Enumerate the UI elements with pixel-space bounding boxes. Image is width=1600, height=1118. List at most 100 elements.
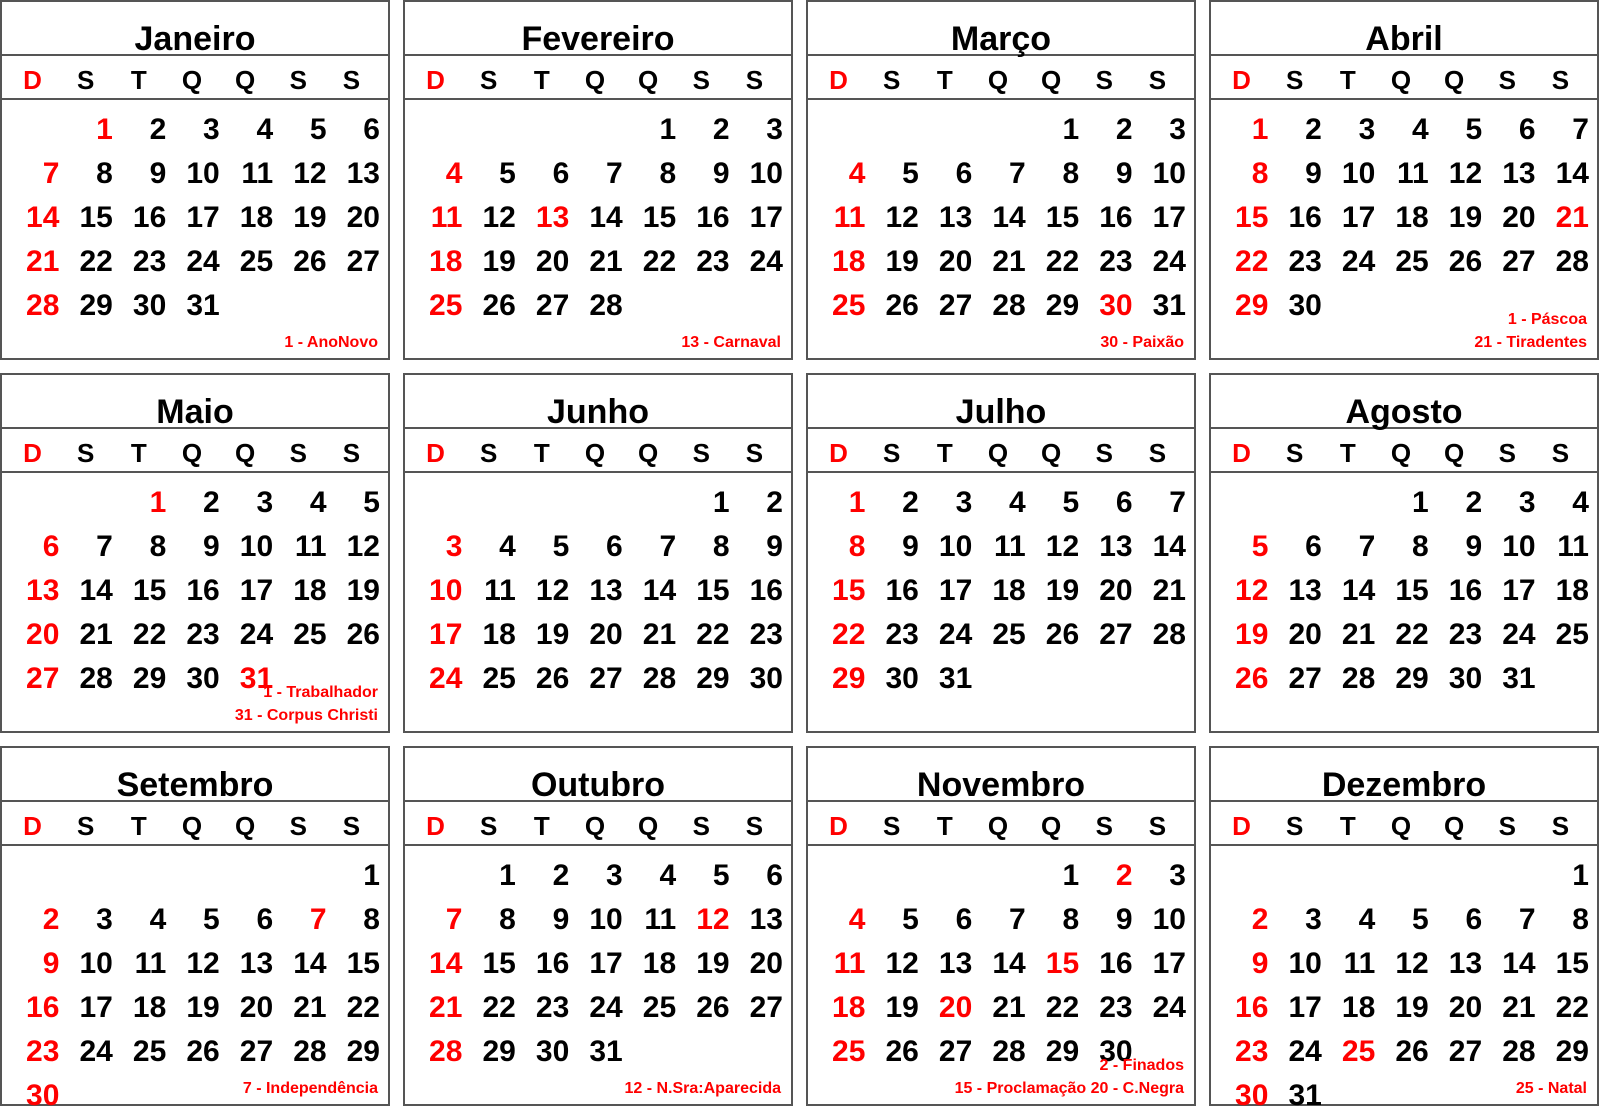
day-cell: 6 bbox=[955, 157, 973, 190]
empty-cell bbox=[972, 108, 1025, 152]
day-cell: 27 bbox=[1448, 1035, 1483, 1068]
day-grid: 1 2 3 4 5 6 7 8 9 10 11 12 13 14 15 16 17 18 19 20 21 22 23 24 2… bbox=[409, 854, 783, 1074]
day-cell: 22 bbox=[482, 991, 516, 1024]
weekday-label: T bbox=[533, 65, 550, 95]
empty-cell bbox=[1375, 854, 1428, 898]
day-cell: 29 bbox=[832, 662, 866, 695]
day-cell: 11 bbox=[1557, 530, 1589, 563]
day-cell: 5 bbox=[1062, 486, 1080, 519]
day-cell: 23 bbox=[1235, 1035, 1269, 1068]
day-cell: 30 bbox=[885, 662, 919, 695]
weekday-label: S bbox=[883, 811, 901, 841]
day-cell: 13 bbox=[239, 947, 274, 980]
day-cell: 4 bbox=[848, 157, 866, 190]
day-cell: 14 bbox=[293, 947, 327, 980]
day-cell: 31 bbox=[589, 1035, 623, 1068]
day-cell: 7 bbox=[1572, 113, 1589, 146]
weekday-label: S bbox=[745, 65, 764, 95]
day-cell: 4 bbox=[1412, 113, 1429, 146]
day-cell: 1 bbox=[499, 859, 516, 892]
day-cell: 17 bbox=[1152, 201, 1186, 234]
day-cell: 28 bbox=[992, 289, 1026, 322]
day-cell: 6 bbox=[1518, 113, 1536, 146]
weekday-label: S bbox=[1551, 438, 1570, 468]
empty-cell bbox=[516, 108, 569, 152]
day-cell: 19 bbox=[346, 574, 380, 607]
day-cell: 9 bbox=[902, 530, 919, 563]
weekday-label: S bbox=[1095, 438, 1113, 468]
day-cell: 7 bbox=[659, 530, 677, 563]
day-cell: 8 bbox=[96, 157, 113, 190]
day-cell: 15 bbox=[346, 947, 380, 980]
day-cell: 16 bbox=[26, 991, 60, 1024]
day-cell: 23 bbox=[1099, 245, 1133, 278]
weekday-label: D bbox=[426, 65, 445, 95]
day-cell: 28 bbox=[293, 1035, 327, 1068]
weekday-label: S bbox=[480, 65, 498, 95]
empty-cell bbox=[113, 854, 166, 898]
day-cell: 3 bbox=[203, 113, 220, 146]
day-cell: 18 bbox=[1555, 574, 1589, 607]
day-cell: 5 bbox=[902, 157, 919, 190]
holiday-day: 2 bbox=[1115, 859, 1133, 892]
day-grid: 1 2 3 4 5 6 7 8 9 10 11 12 13 14 15 16 17 18 19 20 21 22 23 24 2… bbox=[812, 854, 1186, 1074]
weekday-label: T bbox=[130, 438, 147, 468]
day-cell: 17 bbox=[749, 201, 783, 234]
weekday-label: T bbox=[130, 65, 147, 95]
month-panel-janeiro: Janeiro D S T Q Q S S 1 2 3 4 5 6 7 8 9 10 11 12 13 14 15 16 17 1… bbox=[0, 0, 390, 360]
day-cell: 5 bbox=[309, 113, 327, 146]
weekday-label: S bbox=[342, 65, 361, 95]
day-cell: 11 bbox=[294, 530, 327, 563]
day-cell: 5 bbox=[1251, 530, 1269, 563]
day-cell: 15 bbox=[1045, 201, 1080, 234]
weekday-label: Q bbox=[235, 65, 256, 95]
day-cell: 31 bbox=[1502, 662, 1536, 695]
day-cell: 18 bbox=[832, 245, 866, 278]
day-cell: 15 bbox=[642, 201, 677, 234]
weekday-label: S bbox=[289, 65, 307, 95]
empty-cell bbox=[409, 854, 462, 898]
day-cell: 21 bbox=[293, 991, 327, 1024]
weekday-label: Q bbox=[1041, 811, 1062, 841]
day-cell: 15 bbox=[79, 201, 113, 234]
weekday-label: D bbox=[1232, 438, 1251, 468]
day-cell: 30 bbox=[132, 289, 167, 322]
day-cell: 6 bbox=[256, 903, 274, 936]
day-cell: 23 bbox=[749, 618, 783, 651]
day-cell: 23 bbox=[132, 245, 167, 278]
month-panel-outubro: Outubro D S T Q Q S S 1 2 3 4 5 6 7 8 9 10 11 12 13 14 15 16 17 1… bbox=[403, 746, 793, 1106]
weekday-label: S bbox=[883, 438, 901, 468]
weekday-label: S bbox=[883, 65, 901, 95]
weekday-label: Q bbox=[987, 811, 1009, 841]
day-cell: 29 bbox=[132, 662, 167, 695]
day-cell: 27 bbox=[938, 1035, 973, 1068]
holiday-note: 1 - Trabalhador bbox=[263, 684, 378, 701]
weekday-label: S bbox=[289, 438, 307, 468]
weekday-label: Q bbox=[1041, 65, 1062, 95]
weekday-label: S bbox=[692, 65, 710, 95]
day-cell: 11 bbox=[134, 947, 167, 980]
day-cell: 14 bbox=[992, 947, 1026, 980]
day-cell: 8 bbox=[1412, 530, 1429, 563]
month-title: Novembro bbox=[808, 748, 1194, 802]
day-cell: 12 bbox=[1448, 157, 1483, 190]
day-cell: 26 bbox=[535, 662, 570, 695]
day-cell: 25 bbox=[1395, 245, 1429, 278]
day-cell: 18 bbox=[293, 574, 327, 607]
day-cell: 27 bbox=[1502, 245, 1536, 278]
day-cell: 1 bbox=[1062, 113, 1080, 146]
day-cell: 15 bbox=[832, 574, 866, 607]
day-cell: 18 bbox=[832, 991, 866, 1024]
empty-cell bbox=[6, 108, 59, 152]
day-cell: 22 bbox=[346, 991, 380, 1024]
day-cell: 22 bbox=[1395, 618, 1429, 651]
day-cell: 16 bbox=[749, 574, 783, 607]
day-cell: 10 bbox=[1341, 157, 1376, 190]
day-cell: 9 bbox=[1115, 157, 1133, 190]
month-panel-dezembro: Dezembro D S T Q Q S S 1 2 3 4 5 6 7 8 9 10 11 12 13 14 15 16 17… bbox=[1209, 746, 1599, 1112]
day-cell: 8 bbox=[1062, 903, 1080, 936]
day-cell: 28 bbox=[1341, 662, 1376, 695]
weekday-label: S bbox=[1095, 811, 1113, 841]
